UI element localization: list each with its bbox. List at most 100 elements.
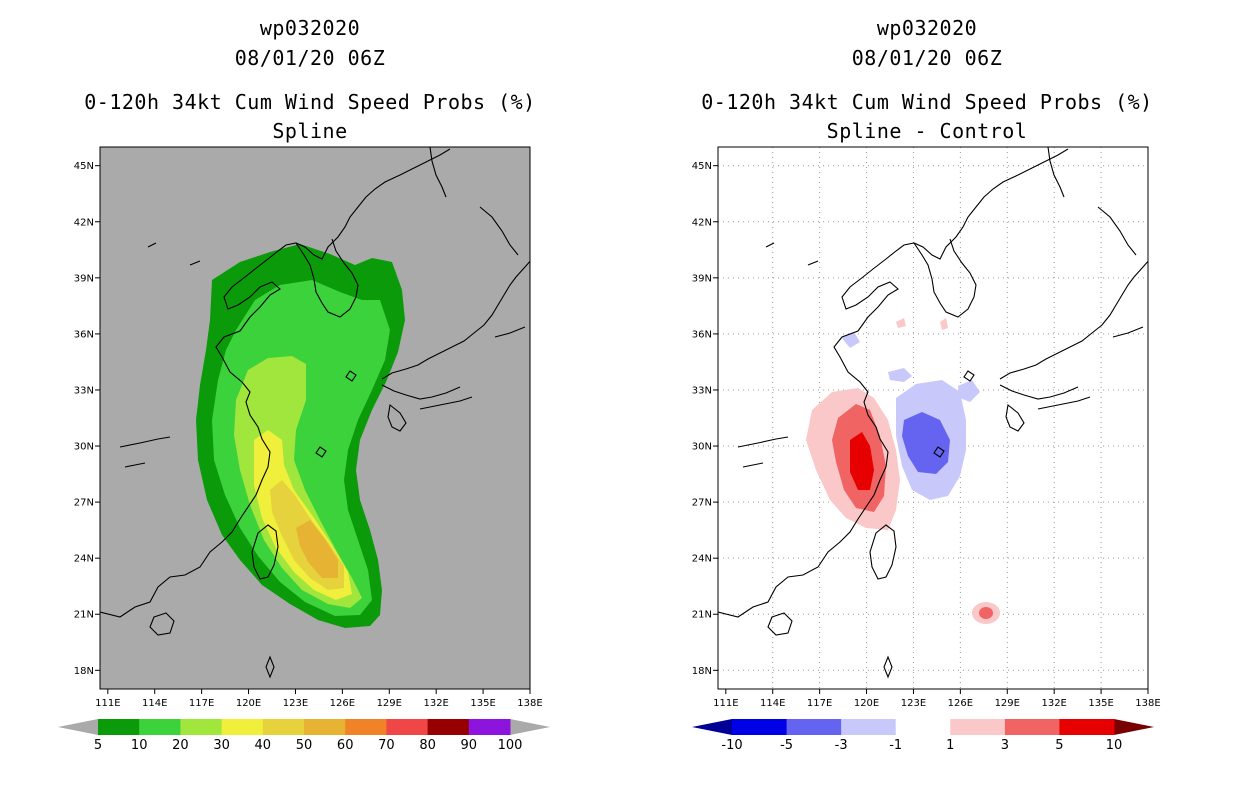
- x-tick-label: 123E: [901, 698, 926, 709]
- y-tick-label: 45N: [74, 161, 94, 172]
- colorbar-swatch: [427, 719, 470, 735]
- y-tick-label: 42N: [692, 217, 712, 228]
- colorbar-swatch: [139, 719, 181, 735]
- x-tick-label: 111E: [713, 698, 738, 709]
- left-title-method: Spline: [272, 119, 348, 143]
- colorbar-swatch: [98, 719, 140, 735]
- colorbar-swatch: [468, 719, 511, 735]
- y-tick-label: 24N: [692, 554, 712, 565]
- colorbar-label: 5: [94, 738, 102, 753]
- right-title-method: Spline - Control: [826, 119, 1028, 143]
- x-tick-label: 138E: [1135, 698, 1160, 709]
- prob-contour-10: [212, 280, 390, 616]
- y-tick-label: 30N: [692, 442, 712, 453]
- left-title-date: 08/01/20 06Z: [234, 46, 386, 70]
- colorbar-swatch: [841, 719, 897, 735]
- right-title-date: 08/01/20 06Z: [851, 46, 1003, 70]
- left-colorbar: 5 10 20 30 40 50 60 70 80 90 100: [58, 719, 550, 753]
- colorbar-swatch: [1004, 719, 1060, 735]
- right-title-product: 0-120h 34kt Cum Wind Speed Probs (%): [701, 90, 1153, 114]
- colorbar-swatch: [386, 719, 429, 735]
- x-tick-label: 111E: [95, 698, 120, 709]
- x-tick-label: 138E: [517, 698, 542, 709]
- x-tick-label: 129E: [995, 698, 1020, 709]
- colorbar-swatch: [221, 719, 264, 735]
- colorbar-label: 90: [461, 738, 478, 753]
- x-tick-label: 126E: [948, 698, 973, 709]
- y-tick-label: 33N: [74, 385, 94, 396]
- y-tick-label: 24N: [74, 554, 94, 565]
- colorbar-swatch: [895, 719, 951, 735]
- left-map: [99, 146, 531, 690]
- colorbar-swatch: [786, 719, 842, 735]
- colorbar-label: 3: [1001, 738, 1009, 753]
- y-tick-label: 33N: [692, 385, 712, 396]
- colorbar-label: 30: [213, 738, 230, 753]
- y-tick-label: 42N: [74, 217, 94, 228]
- right-colorbar: -10 -5 -3 -1 1 3 5 10: [692, 719, 1154, 753]
- colorbar-label: 1: [946, 738, 954, 753]
- x-tick-label: 132E: [1041, 698, 1066, 709]
- colorbar-label: 80: [419, 738, 436, 753]
- right-axes: 111E 114E 117E 120E 123E 126E 129E 132E 135E 138E…: [692, 161, 1161, 709]
- left-title-storm: wp032020: [259, 16, 361, 40]
- x-tick-label: 135E: [470, 698, 495, 709]
- y-tick-label: 21N: [74, 610, 94, 621]
- colorbar-label: 5: [1055, 738, 1063, 753]
- colorbar-label: 60: [337, 738, 354, 753]
- colorbar-label: 10: [131, 738, 148, 753]
- diff-neg-1c: [958, 380, 980, 402]
- colorbar-over-arrow: [510, 719, 550, 735]
- y-tick-label: 39N: [74, 273, 94, 284]
- colorbar-swatch: [345, 719, 387, 735]
- diff-pos-frag: [896, 318, 906, 328]
- colorbar-swatch: [732, 719, 788, 735]
- right-title-storm: wp032020: [876, 16, 978, 40]
- x-tick-label: 120E: [236, 698, 261, 709]
- x-tick-label: 120E: [854, 698, 879, 709]
- y-tick-label: 30N: [74, 442, 94, 453]
- x-tick-label: 114E: [760, 698, 785, 709]
- x-tick-label: 129E: [377, 698, 402, 709]
- y-tick-label: 21N: [692, 610, 712, 621]
- prob-contour-50: [296, 520, 338, 578]
- colorbar-label: -3: [835, 738, 848, 753]
- x-tick-label: 114E: [142, 698, 167, 709]
- y-tick-label: 39N: [692, 273, 712, 284]
- y-tick-label: 36N: [692, 329, 712, 340]
- diff-neg-1b: [888, 368, 912, 382]
- colorbar-label: 20: [172, 738, 189, 753]
- x-tick-label: 117E: [807, 698, 832, 709]
- colorbar-swatch: [1059, 719, 1115, 735]
- colorbar-label: -5: [780, 738, 793, 753]
- y-tick-label: 18N: [74, 666, 94, 677]
- colorbar-label: 100: [498, 738, 523, 753]
- colorbar-swatch: [304, 719, 346, 735]
- colorbar-swatch: [180, 719, 223, 735]
- diff-neg-3: [902, 412, 950, 474]
- right-map: [717, 146, 1149, 690]
- y-tick-label: 18N: [692, 666, 712, 677]
- y-tick-label: 27N: [74, 498, 94, 509]
- colorbar-over-arrow: [1114, 719, 1154, 735]
- colorbar-swatch: [950, 719, 1006, 735]
- colorbar-under-arrow: [58, 719, 98, 735]
- colorbar-label: -10: [721, 738, 742, 753]
- y-tick-label: 45N: [692, 161, 712, 172]
- colorbar-label: 70: [378, 738, 395, 753]
- colorbar-label: -1: [889, 738, 902, 753]
- x-tick-label: 132E: [423, 698, 448, 709]
- colorbar-label: 10: [1106, 738, 1123, 753]
- x-tick-label: 123E: [283, 698, 308, 709]
- colorbar-under-arrow: [692, 719, 732, 735]
- colorbar-label: 40: [255, 738, 272, 753]
- colorbar-swatch: [262, 719, 305, 735]
- diff-pos-frag2: [940, 318, 948, 330]
- x-tick-label: 135E: [1088, 698, 1113, 709]
- diff-pos-5: [850, 432, 874, 490]
- diff-neg-1d: [842, 332, 860, 348]
- left-axes: 111E 114E 117E 120E 123E 126E 129E 132E 135E 138E…: [74, 161, 543, 709]
- y-tick-label: 36N: [74, 329, 94, 340]
- colorbar-label: 50: [296, 738, 313, 753]
